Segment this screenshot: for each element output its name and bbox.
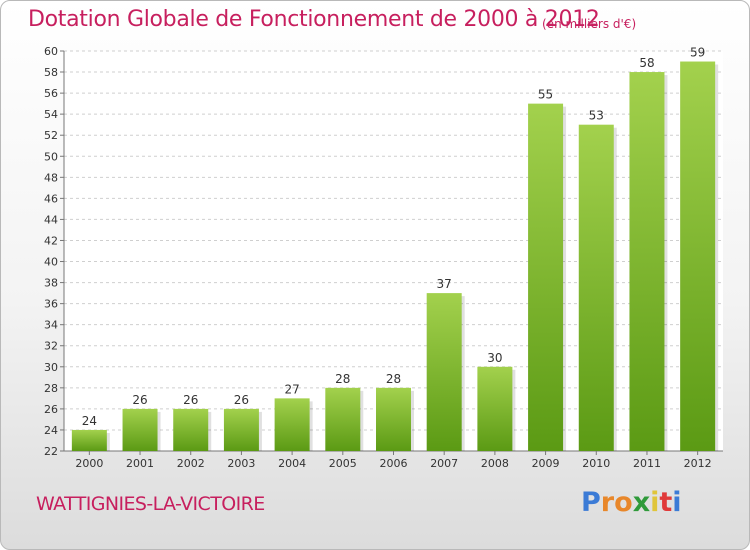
bar — [71, 429, 107, 451]
data-label: 26 — [183, 393, 198, 407]
x-tick-label: 2006 — [380, 457, 408, 470]
y-tick-label: 54 — [44, 108, 58, 121]
x-tick-label: 2008 — [481, 457, 509, 470]
bars — [71, 61, 719, 452]
bar — [578, 124, 614, 452]
logo-letter: x — [632, 487, 651, 518]
y-tick-label: 60 — [44, 45, 58, 58]
y-tick-label: 56 — [44, 87, 58, 100]
bar — [629, 72, 665, 451]
chart-unit: (en milliers d'€) — [542, 17, 637, 31]
bar — [274, 398, 310, 451]
bar — [325, 387, 361, 451]
data-label: 28 — [335, 372, 350, 386]
y-tick-label: 52 — [44, 129, 58, 142]
bar — [173, 408, 209, 451]
y-tick-label: 42 — [44, 234, 58, 247]
y-tick-label: 38 — [44, 277, 58, 290]
bar — [477, 366, 513, 451]
data-label: 26 — [132, 393, 147, 407]
logo-letter: i — [650, 487, 660, 518]
logo-letter: t — [659, 487, 673, 518]
y-tick-label: 46 — [44, 192, 58, 205]
y-tick-label: 36 — [44, 298, 58, 311]
y-tick-label: 22 — [44, 445, 58, 458]
bar — [376, 387, 411, 451]
x-tick-label: 2002 — [177, 457, 205, 470]
logo-letter: P — [581, 487, 601, 518]
x-tick-label: 2001 — [126, 457, 154, 470]
data-label: 28 — [386, 372, 401, 386]
data-label: 27 — [284, 382, 299, 396]
x-tick-label: 2009 — [532, 457, 560, 470]
value-labels: 24 26 26 26 27 28 28 37 30 55 53 58 59 — [82, 46, 706, 428]
x-tick-label: 2010 — [582, 457, 610, 470]
data-label: 59 — [690, 46, 705, 60]
grid-lines — [64, 50, 723, 452]
y-tick-label: 28 — [44, 382, 58, 395]
data-label: 24 — [82, 414, 97, 428]
x-tick-label: 2005 — [329, 457, 357, 470]
y-tick-label: 44 — [44, 213, 58, 226]
axes: 22 24 26 28 30 32 34 36 38 40 42 44 46 48 50 52 54 56 58 60… — [44, 45, 723, 470]
bar — [680, 61, 716, 452]
bar — [223, 408, 259, 451]
proxiti-logo: Proxiti — [581, 487, 691, 527]
data-label: 30 — [487, 351, 502, 365]
bar — [528, 103, 564, 451]
x-tick-label: 2012 — [684, 457, 712, 470]
y-tick-label: 58 — [44, 66, 58, 79]
data-label: 53 — [589, 109, 604, 123]
city-name: WATTIGNIES-LA-VICTOIRE — [36, 493, 265, 515]
y-tick-label: 48 — [44, 171, 58, 184]
logo-letter: r — [600, 487, 615, 518]
x-tick-label: 2000 — [75, 457, 103, 470]
y-tick-label: 26 — [44, 403, 58, 416]
bar — [122, 408, 158, 451]
x-tick-label: 2004 — [278, 457, 306, 470]
logo-letter: i — [672, 487, 682, 518]
x-tick-label: 2011 — [633, 457, 661, 470]
data-label: 58 — [639, 56, 654, 70]
bar — [426, 293, 462, 451]
data-label: 55 — [538, 88, 553, 102]
data-label: 37 — [437, 277, 452, 291]
y-tick-label: 30 — [44, 361, 58, 374]
logo-letter: o — [614, 487, 633, 518]
y-tick-label: 24 — [44, 424, 58, 437]
data-label: 26 — [234, 393, 249, 407]
y-tick-label: 40 — [44, 256, 58, 269]
y-tick-label: 32 — [44, 340, 58, 353]
y-tick-label: 50 — [44, 150, 58, 163]
chart-title: Dotation Globale de Fonctionnement de 20… — [28, 7, 600, 32]
y-tick-label: 34 — [44, 319, 58, 332]
x-tick-label: 2007 — [430, 457, 458, 470]
x-tick-label: 2003 — [227, 457, 255, 470]
